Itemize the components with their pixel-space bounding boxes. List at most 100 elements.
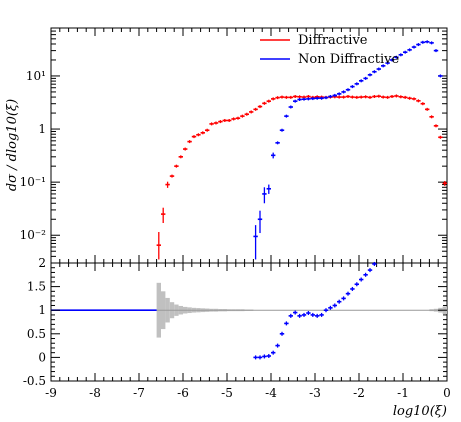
data-point [323,96,329,100]
data-point [433,124,439,128]
x-tick-label: -4 [265,386,277,400]
data-point [293,99,298,103]
data-point [425,107,430,111]
ratio-point [310,312,315,317]
data-point [227,118,232,122]
data-point [367,95,373,99]
bottom-panel: -0.5 0 0.5 1 1.5 2 -9 -8 -7 -6 -5 -4 -3 -2 -1 0 log10(ξ… [23,256,451,419]
data-point [288,105,293,109]
data-point [306,97,311,101]
data-point [262,101,267,105]
data-point [191,135,197,139]
data-point [161,207,166,224]
bottom-y-tick-label: 1 [38,303,46,317]
data-point [416,43,421,47]
data-point [394,55,399,59]
ratio-point [275,343,280,348]
data-point [416,99,421,103]
data-point [266,99,271,103]
data-point [420,40,425,44]
data-point [257,210,263,234]
ratio-point [341,296,346,301]
data-point [345,88,351,92]
data-point [315,96,320,100]
data-point [297,98,302,102]
ratio-point [359,277,364,282]
data-point [235,116,241,120]
legend: Diffractive Non Diffractive [260,33,399,67]
data-point [411,97,417,101]
ratio-point [262,354,267,359]
bottom-y-tick-label: -0.5 [23,374,46,388]
ratio-point [372,261,377,266]
top-y-tick-label: 1 [38,122,46,136]
ratio-point [306,311,311,316]
data-point [354,95,359,99]
data-point [345,95,351,99]
data-point [284,114,289,118]
data-point [288,95,293,99]
x-tick-label: -3 [309,386,321,400]
ratio-point [297,313,302,318]
data-point [354,82,359,86]
ratio-point [271,350,276,355]
data-point [165,181,170,188]
ratio-point [350,286,355,291]
data-point [337,92,342,96]
data-point [429,115,434,119]
data-point [385,95,390,99]
data-point [209,122,214,126]
data-point [359,79,364,83]
data-point [332,93,337,97]
data-point [297,95,302,99]
data-point [169,174,175,178]
data-point [376,94,381,98]
data-point [200,131,205,135]
data-point [262,187,267,204]
data-point [196,133,201,137]
top-y-tick-label: 10¹ [26,69,46,83]
data-point [231,117,236,121]
data-point [213,121,219,125]
data-point [205,128,210,132]
ratio-point [257,355,263,360]
x-tick-label: -7 [133,386,145,400]
data-point [301,97,307,101]
ratio-series [253,261,377,360]
data-point [293,95,298,99]
ratio-point [367,268,373,273]
ratio-point [319,312,324,317]
ratio-point [337,299,342,304]
data-point [218,120,223,124]
bottom-y-tick-label: 1.5 [27,280,46,294]
bottom-plot-frame [50,262,448,382]
ratio-point [301,312,307,317]
ratio-point [332,303,337,308]
data-point [244,112,249,116]
data-point [381,95,386,99]
data-point [442,181,447,186]
data-point [363,76,368,80]
data-point [433,49,439,53]
ratio-point [288,313,293,318]
data-point [257,105,263,109]
data-point [174,164,179,168]
data-point [407,48,412,52]
bottom-ticks: -0.5 0 0.5 1 1.5 2 -9 -8 -7 -6 -5 -4 -3 -2 -1 0 [23,256,451,400]
ratio-point [323,308,329,313]
x-axis-title: log10(ξ) [393,404,447,419]
top-series [156,40,447,260]
data-point [319,96,324,100]
data-point [183,147,188,151]
data-point [266,184,271,194]
data-point [425,40,430,44]
data-point [284,95,289,99]
ratio-point [253,355,258,360]
data-point [429,41,434,45]
data-point [187,140,192,144]
data-point [279,128,285,132]
data-point [328,95,333,99]
data-point [253,107,258,111]
data-point [156,232,161,260]
top-y-tick-label: 10⁻² [20,228,47,242]
